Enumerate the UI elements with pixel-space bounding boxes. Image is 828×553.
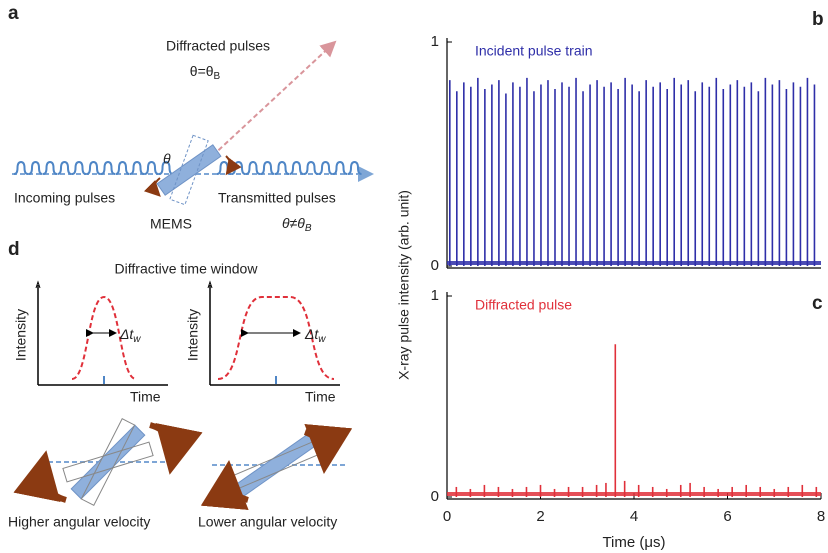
panel-d: d Diffractive time window Δtw Intensity … [8, 239, 353, 530]
annotation: Diffractive time window [115, 261, 259, 277]
y-tick-label: 0 [431, 257, 439, 274]
window-curve [217, 296, 335, 380]
text: θ=θ [190, 63, 214, 79]
annotation: θ [163, 151, 171, 167]
annotation: Incoming pulses [14, 190, 115, 206]
mems-rotation [13, 418, 203, 506]
y-tick-label: 1 [431, 33, 439, 50]
y-axis-label: X-ray pulse intensity (arb. unit) [396, 190, 412, 380]
text: B [214, 71, 221, 82]
noise-band [447, 492, 821, 496]
axes [209, 285, 340, 386]
annotation: θ=θB [190, 63, 221, 82]
x-tick-label: 8 [817, 508, 825, 525]
legend-entry: Incident pulse train [475, 43, 593, 59]
axis-label: Time [305, 389, 336, 405]
axis-label: Intensity [185, 309, 201, 361]
window-plot: Δtw Intensity Time [13, 280, 168, 405]
rotation-arrow [143, 177, 161, 197]
x-tick-label: 4 [630, 508, 638, 525]
noise-band [447, 261, 821, 265]
mems-rotation [200, 423, 353, 511]
x-axis-label: Time (μs) [602, 534, 665, 551]
text: w [133, 334, 141, 345]
window-plot: Δtw Intensity Time [185, 280, 340, 405]
caption: Lower angular velocity [198, 514, 337, 530]
pulses [13, 160, 362, 175]
axis-label: Intensity [13, 309, 29, 361]
x-tick-label: 6 [723, 508, 731, 525]
annotation: Δtw [119, 326, 141, 345]
annotation: MEMS [150, 216, 192, 232]
rotation-arrow [225, 155, 242, 176]
axes [37, 285, 168, 386]
panel-label: d [8, 239, 20, 260]
legend-entry: Diffracted pulse [475, 297, 572, 313]
annotation: Δtw [304, 326, 326, 345]
text: Δt [304, 326, 319, 342]
x-tick-label: 0 [443, 508, 451, 525]
text: θ≠θ [282, 215, 305, 231]
annotation: Diffracted pulses [166, 38, 270, 54]
annotation: θ≠θB [282, 215, 312, 234]
panel-label: a [8, 3, 19, 24]
text: w [318, 334, 326, 345]
window-curve [71, 295, 137, 380]
panel-a: a Diffracted pulses θ=θB θ Incoming puls… [8, 3, 374, 234]
text: B [305, 223, 312, 234]
axis-label: Time [130, 389, 161, 405]
caption: Higher angular velocity [8, 514, 150, 530]
y-tick-label: 0 [431, 488, 439, 505]
text: Δt [119, 326, 134, 342]
panel-label: c [812, 293, 823, 314]
y-tick-label: 1 [431, 287, 439, 304]
x-tick-label: 2 [536, 508, 544, 525]
mems [156, 134, 222, 206]
panel-label: b [812, 9, 824, 30]
annotation: Transmitted pulses [218, 190, 336, 206]
